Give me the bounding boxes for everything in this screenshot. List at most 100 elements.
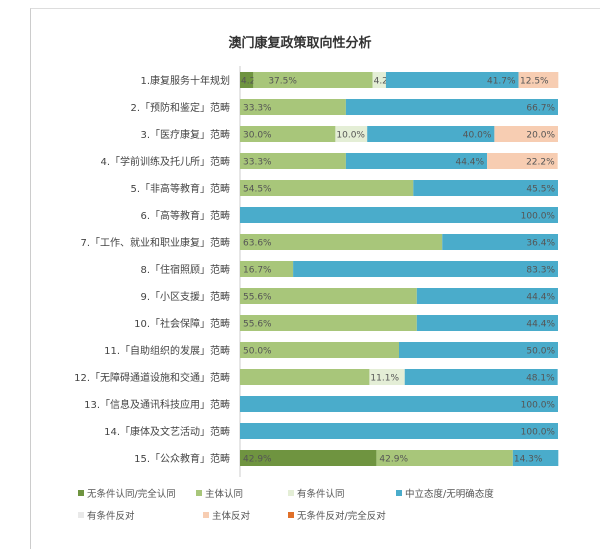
data-label: 22.2% (526, 158, 555, 168)
data-label: 100.0% (521, 401, 556, 411)
bar-segment (240, 153, 346, 169)
legend-item: 主体认同 (196, 486, 243, 500)
legend-item: 有条件反对 (78, 508, 135, 522)
data-label: 30.0% (243, 131, 272, 141)
data-label: 41.7% (487, 77, 516, 87)
category-label: 2.「预防和鉴定」范畴 (130, 101, 230, 114)
data-label: 50.0% (243, 347, 272, 357)
legend-label: 中立态度/无明确态度 (405, 489, 494, 500)
legend-item: 无条件反对/完全反对 (288, 508, 386, 522)
data-label: 54.5% (243, 185, 272, 195)
data-label: 11.1% (370, 374, 399, 384)
data-label: 14.3% (514, 455, 543, 465)
data-label: 100.0% (521, 428, 556, 438)
bar-segment (413, 180, 558, 196)
data-label: 36.4% (526, 239, 555, 249)
data-label: 66.7% (526, 104, 555, 114)
legend-swatch (288, 512, 294, 518)
category-label: 8.「住宿照顾」范畴 (140, 263, 230, 276)
data-label: 100.0% (521, 212, 556, 222)
category-label: 7.「工作、就业和职业康复」范畴 (80, 236, 230, 249)
bar-segment (376, 450, 513, 466)
legend-label: 有条件反对 (87, 511, 135, 522)
legend-swatch (78, 490, 84, 496)
data-label: 48.1% (526, 374, 555, 384)
category-label: 12.「无障碍通道设施和交通」范畴 (74, 371, 230, 384)
bar-segment (369, 369, 405, 385)
bar-segment (293, 261, 558, 277)
data-label: 4.2% (374, 77, 397, 87)
data-label: 42.9% (243, 455, 272, 465)
bar-segment (240, 369, 370, 385)
data-label: 55.6% (243, 293, 272, 303)
category-label: 6.「高等教育」范畴 (140, 209, 230, 222)
category-label: 3.「医疗康复」范畴 (140, 128, 230, 141)
chart-frame (30, 8, 600, 549)
legend-label: 主体反对 (212, 511, 251, 522)
bar-segment (240, 72, 254, 88)
legend-label: 主体认同 (205, 489, 244, 500)
legend-swatch (78, 512, 84, 518)
data-label: 45.5% (526, 185, 555, 195)
data-label: 16.7% (243, 266, 272, 276)
legend-swatch (396, 490, 402, 496)
bar-segment (372, 72, 386, 88)
data-label: 33.3% (243, 104, 272, 114)
data-label: 44.4% (526, 293, 555, 303)
legend-swatch (196, 490, 202, 496)
category-label: 10.「社会保障」范畴 (134, 317, 230, 330)
bar-segment (240, 207, 558, 223)
data-label: 20.0% (526, 131, 555, 141)
bar-segment (385, 72, 519, 88)
data-label: 10.0% (336, 131, 365, 141)
category-label: 1.康复服务十年规划 (140, 74, 230, 87)
chart-title: 澳门康复政策取向性分析 (228, 36, 372, 51)
legend-item: 中立态度/无明确态度 (396, 486, 494, 500)
data-label: 42.9% (379, 455, 408, 465)
bar-segment (399, 342, 558, 358)
data-label: 50.0% (526, 347, 555, 357)
category-label: 15.「公众教育」范畴 (134, 452, 230, 465)
category-label: 11.「自助组织的发展」范畴 (104, 344, 230, 357)
legend-label: 无条件反对/完全反对 (297, 511, 386, 522)
data-label: 37.5% (268, 77, 297, 87)
bar-segment (240, 288, 417, 304)
data-label: 83.3% (526, 266, 555, 276)
bar-segment (345, 99, 558, 115)
bar-segment (240, 450, 377, 466)
category-label: 5.「非高等教育」范畴 (130, 182, 230, 195)
bar-segment (416, 288, 558, 304)
legend-swatch (288, 490, 294, 496)
data-label: 40.0% (463, 131, 492, 141)
bar-segment (240, 99, 346, 115)
data-label: 55.6% (243, 320, 272, 330)
category-label: 13.「信息及通讯科技应用」范畴 (84, 398, 230, 411)
category-label: 14.「康体及文艺活动」范畴 (104, 425, 230, 438)
legend-item: 主体反对 (203, 508, 250, 522)
bar-segment (240, 180, 414, 196)
bar-segment (416, 315, 558, 331)
data-label: 33.3% (243, 158, 272, 168)
bar-segment (240, 234, 443, 250)
bar-segment (494, 126, 558, 142)
bar-segment (345, 153, 488, 169)
bar-segment (442, 234, 558, 250)
legend-label: 无条件认同/完全认同 (87, 489, 176, 500)
bar-segment (240, 423, 558, 439)
legend-label: 有条件认同 (297, 489, 345, 500)
data-label: 4.2% (241, 77, 264, 87)
bar-segment (240, 342, 399, 358)
bar-segment (253, 72, 373, 88)
bar-segment (367, 126, 495, 142)
legend-item: 有条件认同 (288, 486, 345, 500)
bar-segment (240, 315, 417, 331)
category-label: 9.「小区支援」范畴 (140, 290, 230, 303)
bar-segment (335, 126, 368, 142)
bar-chart: 1.康复服务十年规划 4.2% 37.5% 4.2% 41.7% 12.5% 2.「预防和鉴… (74, 66, 559, 477)
bar-segment (404, 369, 558, 385)
bar-segment (512, 450, 559, 466)
data-label: 12.5% (520, 77, 549, 87)
category-label: 4.「学前训练及托儿所」范畴 (100, 155, 230, 168)
bar-segment (487, 153, 558, 169)
bar-segment (240, 261, 294, 277)
